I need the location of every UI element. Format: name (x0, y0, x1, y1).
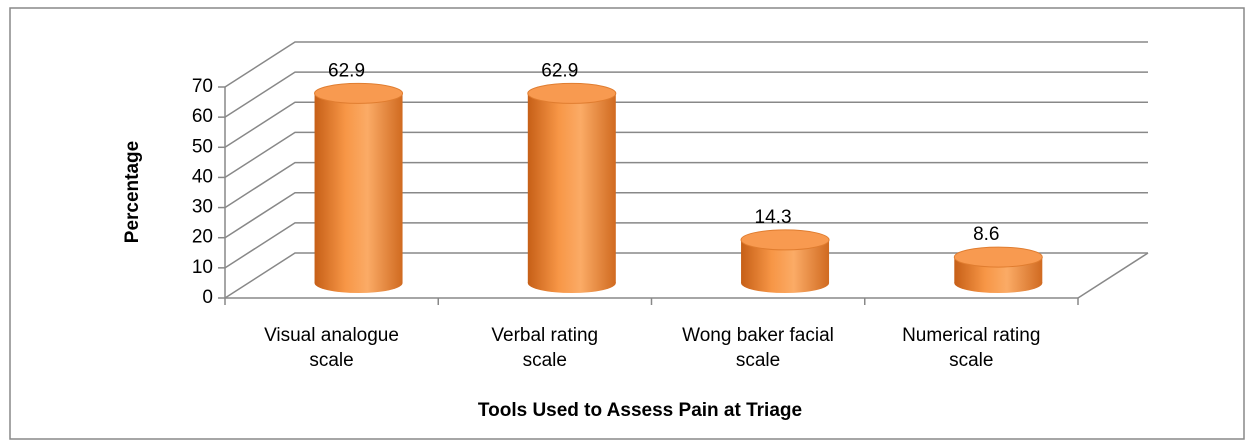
bar-bottom (954, 273, 1043, 293)
grid-line (224, 101, 1148, 148)
y-tick-label: 50 (192, 136, 213, 157)
bar-bottom (741, 273, 830, 293)
x-tick-label: Visual analogue scale (264, 325, 399, 371)
grid-line (224, 131, 1148, 179)
bar-top (740, 229, 830, 251)
bar (740, 229, 830, 293)
grid-line (224, 191, 1148, 239)
bar-bottom (314, 273, 403, 293)
data-label: 8.6 (973, 224, 999, 245)
bar-bottom (527, 273, 616, 293)
y-tick-label: 20 (192, 227, 213, 248)
bar-top (314, 82, 404, 104)
data-label: 14.3 (755, 207, 792, 228)
y-tick-label: 10 (192, 257, 213, 278)
y-tick-label: 40 (192, 166, 213, 187)
x-axis-title: Tools Used to Assess Pain at Triage (478, 400, 802, 421)
x-tick-label: Verbal rating scale (491, 325, 599, 371)
y-tick-label: 60 (192, 106, 213, 127)
bar-body (527, 93, 616, 283)
bar (314, 82, 404, 293)
data-label: 62.9 (328, 60, 365, 81)
x-tick-label: Wong baker facial scale (682, 325, 834, 371)
grid-line (224, 161, 1148, 209)
y-tick-label: 0 (202, 287, 213, 308)
chart-border (9, 7, 1245, 440)
grid-line (224, 252, 1148, 299)
x-tick-label: Numerical rating scale (902, 325, 1041, 371)
y-tick-label: 30 (192, 197, 213, 218)
bar-body (314, 93, 403, 283)
bar-top (527, 82, 617, 104)
y-axis-title: Percentage (122, 141, 143, 243)
bar (953, 246, 1043, 293)
grid-line (224, 71, 1148, 118)
grid-line (224, 222, 1148, 269)
bar (527, 82, 617, 293)
bar-top (953, 246, 1043, 268)
y-tick-label: 70 (192, 76, 213, 97)
data-label: 62.9 (541, 60, 578, 81)
floor-edge (1077, 252, 1149, 299)
grid-line (224, 41, 1148, 88)
